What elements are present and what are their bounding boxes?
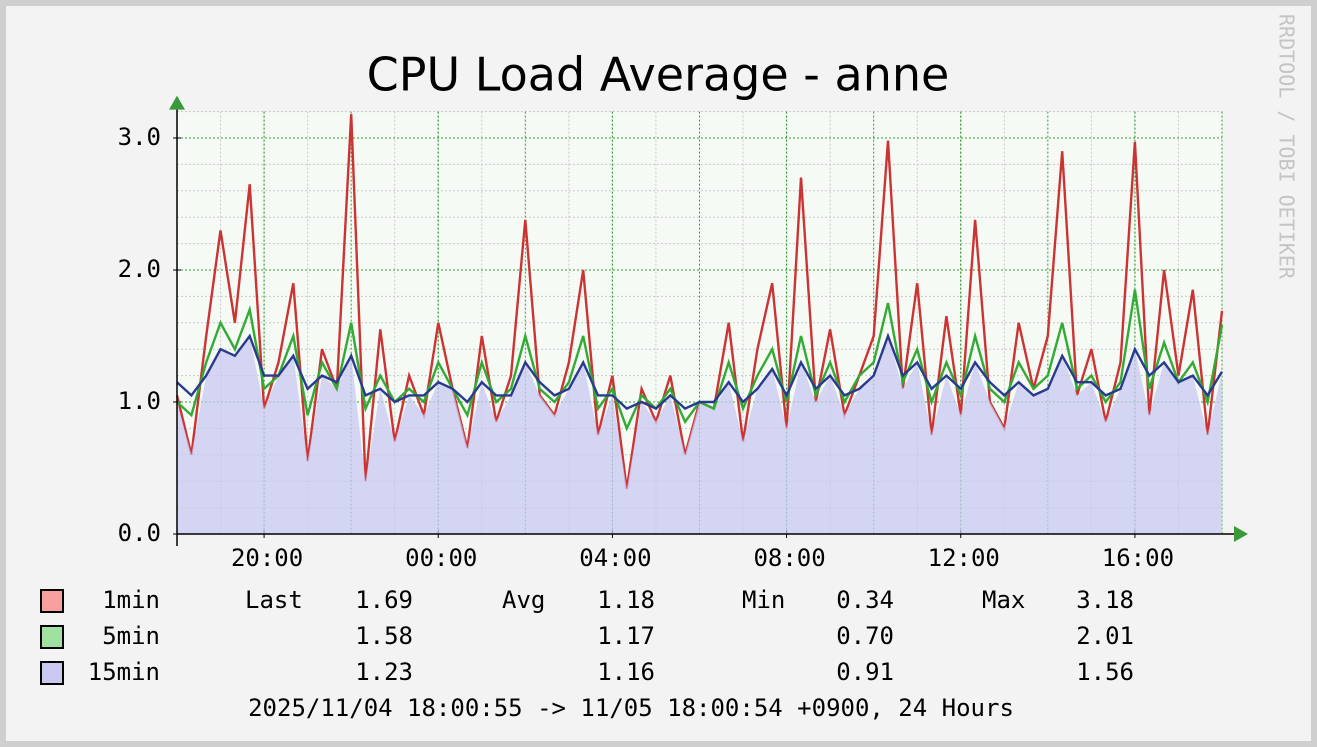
stat-value: 1.69 bbox=[355, 586, 413, 614]
footer: 2025/11/04 18:00:55 -> 11/05 18:00:54 +0… bbox=[248, 694, 1014, 722]
stat-value: 1.16 bbox=[597, 658, 655, 686]
x-arrow bbox=[1234, 526, 1248, 542]
stat-value: 1.18 bbox=[597, 586, 655, 614]
x-tick-label: 00:00 bbox=[405, 544, 477, 572]
legend-label: 5min bbox=[102, 622, 160, 650]
stat-value: 0.91 bbox=[836, 658, 894, 686]
y-tick-label: 2.0 bbox=[118, 255, 161, 283]
stat-value: 3.18 bbox=[1076, 586, 1134, 614]
stat-value: 1.56 bbox=[1076, 658, 1134, 686]
stat-label: Avg bbox=[502, 586, 545, 614]
chart-title: CPU Load Average - anne bbox=[367, 48, 950, 102]
y-tick-label: 1.0 bbox=[118, 387, 161, 415]
stat-value: 0.70 bbox=[836, 622, 894, 650]
stat-value: 2.01 bbox=[1076, 622, 1134, 650]
x-tick-label: 04:00 bbox=[579, 544, 651, 572]
stat-label: Min bbox=[742, 586, 785, 614]
x-tick-label: 20:00 bbox=[231, 544, 303, 572]
line bbox=[176, 332, 1224, 411]
stat-value: 1.23 bbox=[355, 658, 413, 686]
stat-value: 0.34 bbox=[836, 586, 894, 614]
stat-label: Max bbox=[982, 586, 1025, 614]
legend-swatch bbox=[40, 589, 64, 613]
y-tick-label: 0.0 bbox=[118, 519, 161, 547]
stat-value: 1.17 bbox=[597, 622, 655, 650]
watermark: RRDTOOL / TOBI OETIKER bbox=[1275, 14, 1299, 280]
x-tick-label: 08:00 bbox=[753, 544, 825, 572]
y-arrow bbox=[169, 95, 185, 110]
legend-label: 15min bbox=[88, 658, 160, 686]
legend-swatch bbox=[40, 625, 64, 649]
stat-label: Last bbox=[245, 586, 303, 614]
y-tick-label: 3.0 bbox=[118, 123, 161, 151]
x-tick-label: 16:00 bbox=[1102, 544, 1174, 572]
stat-value: 1.58 bbox=[355, 622, 413, 650]
legend-label: 1min bbox=[102, 586, 160, 614]
legend-swatch bbox=[40, 661, 64, 685]
x-tick-label: 12:00 bbox=[928, 544, 1000, 572]
area bbox=[177, 336, 1222, 534]
